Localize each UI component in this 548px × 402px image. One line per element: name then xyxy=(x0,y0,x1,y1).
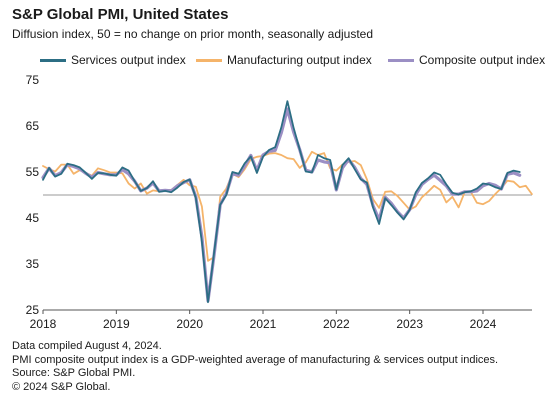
chart-subtitle: Diffusion index, 50 = no change on prior… xyxy=(12,27,374,41)
x-tick-label: 2021 xyxy=(250,317,277,331)
services-output-line xyxy=(42,100,521,304)
footer-compiled: Data compiled August 4, 2024. xyxy=(12,340,162,352)
y-tick-label: 25 xyxy=(26,303,40,317)
series-group xyxy=(41,100,533,304)
legend-label-services: Services output index xyxy=(71,53,186,67)
footer-source: Source: S&P Global PMI. xyxy=(12,367,136,380)
legend-item-manufacturing: Manufacturing output index xyxy=(196,53,372,67)
legend-label-composite: Composite output index xyxy=(419,53,546,67)
footer-note: PMI composite output index is a GDP-weig… xyxy=(12,353,499,366)
chart-legend: Services output index Manufacturing outp… xyxy=(0,53,548,69)
legend-label-manufacturing: Manufacturing output index xyxy=(227,53,372,67)
legend-item-composite: Composite output index xyxy=(388,53,545,67)
x-tick-label: 2024 xyxy=(470,317,497,331)
chart-footer: Data compiled August 4, 2024. PMI compos… xyxy=(12,340,498,394)
manufacturing-output-line xyxy=(42,150,533,262)
chart-title: S&P Global PMI, United States xyxy=(12,6,229,23)
composite-output-line xyxy=(41,107,522,303)
y-tick-label: 55 xyxy=(26,165,40,179)
legend-swatch-manufacturing xyxy=(196,58,222,62)
x-tick-label: 2022 xyxy=(323,317,350,331)
x-axis: 2018 2019 2020 2021 2022 2023 2024 xyxy=(30,309,532,331)
legend-item-services: Services output index xyxy=(40,53,186,67)
pmi-line-chart: 25 35 45 55 65 75 2018 2019 2020 2021 2022 2023 202… xyxy=(26,73,533,331)
legend-swatch-services xyxy=(40,58,66,62)
y-tick-label: 35 xyxy=(26,257,40,271)
y-tick-label: 75 xyxy=(26,73,40,87)
y-axis: 25 35 45 55 65 75 xyxy=(26,73,40,317)
x-tick-label: 2018 xyxy=(30,317,57,331)
x-tick-label: 2020 xyxy=(176,317,203,331)
x-tick-label: 2023 xyxy=(396,317,423,331)
legend-swatch-composite xyxy=(388,58,414,62)
y-tick-label: 65 xyxy=(26,119,40,133)
x-tick-label: 2019 xyxy=(103,317,130,331)
y-tick-label: 45 xyxy=(26,211,40,225)
footer-copyright: © 2024 S&P Global. xyxy=(12,380,111,393)
